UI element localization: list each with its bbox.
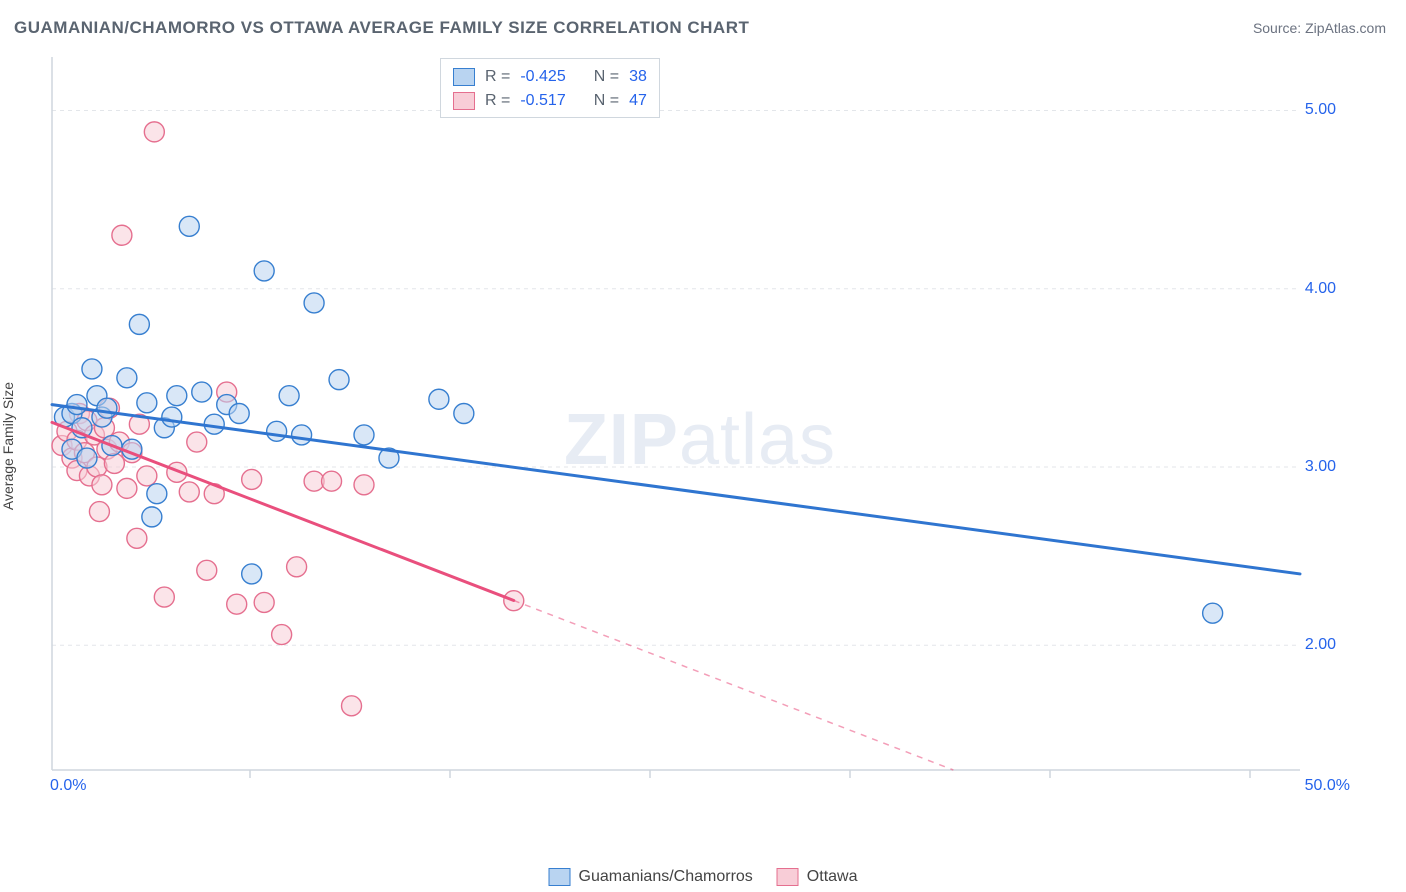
y-tick-label: 2.00 bbox=[1305, 636, 1336, 654]
y-tick-label: 5.00 bbox=[1305, 101, 1336, 119]
swatch-pink bbox=[453, 92, 475, 110]
chart-area: ZIPatlas 2.003.004.005.00 0.0% 50.0% bbox=[50, 55, 1350, 825]
legend-label-pink: Ottawa bbox=[807, 868, 858, 886]
stat-label-n: N = bbox=[594, 65, 619, 89]
stats-row-blue: R = -0.425 N = 38 bbox=[453, 65, 647, 89]
legend-swatch-pink bbox=[777, 868, 799, 886]
scatter-plot bbox=[50, 55, 1350, 825]
y-axis-label: Average Family Size bbox=[0, 382, 16, 510]
stats-row-pink: R = -0.517 N = 47 bbox=[453, 89, 647, 113]
stat-n-blue: 38 bbox=[629, 65, 647, 89]
legend-item-pink: Ottawa bbox=[777, 868, 858, 886]
y-tick-label: 3.00 bbox=[1305, 458, 1336, 476]
legend-item-blue: Guamanians/Chamorros bbox=[549, 868, 753, 886]
source-label: Source: ZipAtlas.com bbox=[1253, 20, 1386, 36]
stat-label-r2: R = bbox=[485, 89, 510, 113]
stat-label-n2: N = bbox=[594, 89, 619, 113]
x-tick-max: 50.0% bbox=[1305, 777, 1350, 795]
chart-container: GUAMANIAN/CHAMORRO VS OTTAWA AVERAGE FAM… bbox=[0, 0, 1406, 892]
y-tick-label: 4.00 bbox=[1305, 280, 1336, 298]
swatch-blue bbox=[453, 68, 475, 86]
stat-r-pink: -0.517 bbox=[520, 89, 565, 113]
chart-title: GUAMANIAN/CHAMORRO VS OTTAWA AVERAGE FAM… bbox=[14, 18, 749, 38]
stat-label-r: R = bbox=[485, 65, 510, 89]
stats-box: R = -0.425 N = 38 R = -0.517 N = 47 bbox=[440, 58, 660, 118]
x-tick-min: 0.0% bbox=[50, 777, 86, 795]
legend-swatch-blue bbox=[549, 868, 571, 886]
legend-label-blue: Guamanians/Chamorros bbox=[579, 868, 753, 886]
bottom-legend: Guamanians/Chamorros Ottawa bbox=[549, 868, 858, 886]
stat-r-blue: -0.425 bbox=[520, 65, 565, 89]
stat-n-pink: 47 bbox=[629, 89, 647, 113]
